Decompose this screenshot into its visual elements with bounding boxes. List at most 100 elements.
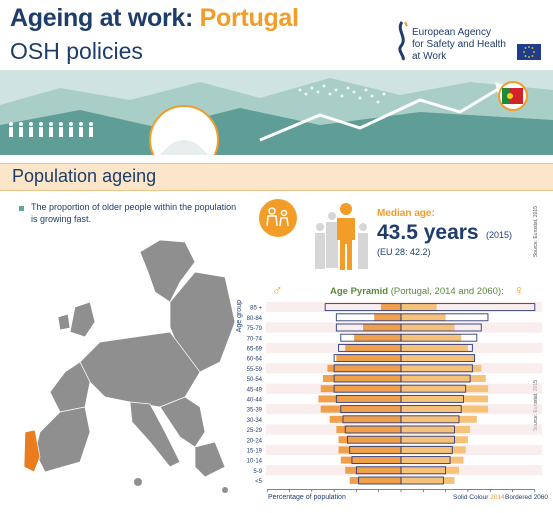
female-bar-2014 [401,334,462,342]
female-bar-2060 [400,415,460,424]
median-person-icon [315,203,368,270]
age-group-label: 75-79 [247,326,263,332]
male-icon: ♂ [272,282,283,298]
age-group-label: 55-59 [247,367,263,373]
female-bar-2060 [400,425,455,434]
age-pyramid-chart: 85 + 80-84 75-79 70-74 65-69 60-64 55-59 50-54 4… [247,302,542,493]
female-bar-2014 [401,436,468,444]
legend-solid-year: 2014 [490,494,505,501]
female-bar-2060 [400,384,467,393]
age-group-label: 40-44 [247,398,263,404]
age-group-label: 25-29 [247,428,263,434]
age-group-label: 60-64 [247,357,263,363]
europe-map [23,239,236,493]
age-group-label: 10-14 [247,459,263,465]
male-bar-2014 [380,303,401,311]
legend-solid: Solid Colour 2014 [453,494,505,501]
female-bar-2014 [401,477,455,484]
female-bar-2060 [400,405,462,414]
female-bar-2014 [401,415,477,423]
people-row-icon [9,122,93,137]
male-bar-2014 [329,415,401,423]
age-group-label: 85 + [250,306,262,312]
median-year: (2015) [486,230,513,240]
page-title: Ageing at work: Portugal [10,4,299,33]
male-bar-2014 [374,313,401,321]
male-bar-2014 [320,385,401,393]
age-group-label: 15-19 [247,449,263,455]
male-bar-2014 [345,344,401,352]
female-bar-2014 [401,405,488,413]
page-subtitle: OSH policies [10,38,143,64]
section-bar [0,163,553,191]
male-bar-2014 [336,354,401,362]
male-bar-2014 [354,334,401,342]
median-source: Source: Eurostat, 2015 [533,206,539,258]
title-main: Ageing at work: [10,4,194,32]
age-group-label: 35-39 [247,408,263,414]
header-banner [0,70,553,155]
female-bar-2014 [401,375,486,382]
eu-flag-icon [517,44,541,60]
male-bar-2014 [349,477,401,484]
female-bar-2014 [401,446,466,454]
agency-line-3: at Work [412,51,447,62]
female-bar-2060 [400,435,455,444]
female-bar-2060 [400,354,476,363]
male-bar-2014 [345,466,401,474]
male-bar-2014 [322,375,401,382]
section-title: Population ageing [12,166,157,186]
female-bar-2014 [401,344,468,352]
female-bar-2060 [400,456,451,465]
female-bar-2060 [400,476,444,485]
female-bar-2060 [400,394,464,403]
agency-name: European Agency for Safety and Health at… [412,27,522,63]
female-bar-2014 [401,303,437,311]
age-group-label: <5 [255,479,263,485]
title-country: Portugal [199,4,299,32]
age-group-label: 45-49 [247,387,263,393]
male-bar-2014 [336,426,401,433]
male-bar-2014 [340,456,401,464]
female-bar-2060 [400,364,473,373]
legend-bordered: Bordered 2060 [505,494,548,501]
family-icon [259,199,297,237]
legend-bordered-year: 2060 [533,494,549,501]
female-bar-2014 [401,313,446,321]
female-bar-2014 [401,385,488,393]
age-group-label: 80-84 [247,316,263,322]
median-eu: (EU 28: 42.2) [377,247,431,257]
female-bar-2060 [400,374,471,383]
agency-line-1: European Agency [412,27,491,38]
female-bar-2060 [400,303,536,312]
male-bar-2014 [320,405,401,413]
male-bar-2014 [318,395,401,403]
female-icon: ♀ [514,282,525,298]
age-group-label: 30-34 [247,418,263,424]
male-bar-2014 [327,364,401,372]
female-bar-2014 [401,456,464,464]
female-bar-2060 [400,323,482,332]
age-group-label: 65-69 [247,347,263,353]
legend-bordered-label: Bordered [505,494,532,501]
intro-text: The proportion of older people within th… [31,202,237,224]
median-label: Median age: [377,208,435,219]
x-axis-label: Percentage of population [268,494,346,501]
median-value: 43.5 years [377,221,479,244]
age-group-label: 5-9 [253,469,262,475]
female-bar-2014 [401,364,482,372]
pyramid-title-note: (Portugal, 2014 and 2060): [390,286,504,297]
female-bar-2014 [401,324,455,331]
pyramid-title-main: Age Pyramid [330,286,389,297]
agency-logo-icon [398,21,408,61]
female-bar-2014 [401,426,471,433]
female-bar-2060 [400,445,453,454]
legend-solid-label: Solid Colour [453,494,489,501]
female-bar-2060 [400,333,478,342]
y-axis-label: Age group [236,300,243,333]
female-bar-2060 [400,343,473,352]
portugal-highlight [23,429,41,473]
male-bar-2014 [363,324,401,331]
female-bar-2060 [400,313,489,322]
female-bar-2014 [401,466,459,474]
